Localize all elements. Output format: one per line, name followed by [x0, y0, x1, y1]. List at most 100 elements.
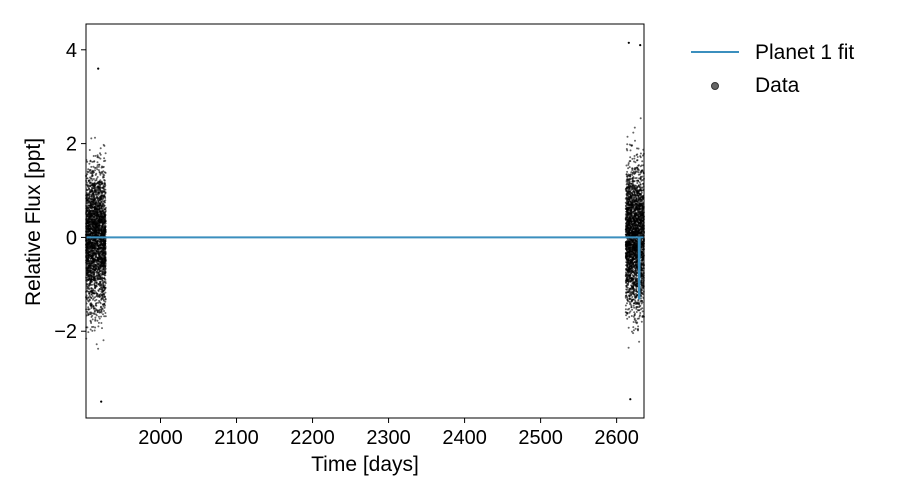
data-point — [92, 260, 95, 263]
data-point — [94, 316, 97, 319]
data-point — [93, 248, 96, 251]
data-point — [100, 310, 103, 313]
data-point — [627, 326, 630, 329]
data-point — [633, 188, 636, 190]
data-point — [89, 328, 92, 331]
data-point — [626, 197, 629, 200]
data-point — [88, 187, 90, 190]
data-point — [640, 175, 642, 178]
data-point — [98, 284, 101, 287]
data-point — [104, 291, 107, 294]
data-point — [641, 186, 644, 189]
data-point — [629, 222, 632, 225]
data-point — [92, 289, 95, 291]
data-point — [628, 178, 631, 181]
data-point — [99, 190, 102, 193]
data-point — [92, 305, 95, 308]
data-point — [102, 298, 105, 301]
data-point — [102, 165, 105, 168]
data-point — [103, 260, 105, 262]
data-point — [95, 193, 97, 196]
data-point — [631, 233, 634, 236]
data-point — [96, 197, 99, 200]
data-point — [88, 284, 91, 287]
data-point — [95, 188, 98, 191]
data-point — [87, 230, 90, 233]
data-point — [89, 311, 91, 314]
data-point — [102, 258, 105, 260]
data-point — [631, 231, 634, 234]
data-point — [94, 299, 96, 302]
data-point — [96, 241, 99, 244]
data-point — [99, 265, 102, 268]
data-point — [631, 157, 634, 160]
data-point — [636, 153, 639, 156]
data-point — [92, 204, 95, 206]
data-point — [87, 241, 90, 244]
data-point — [104, 281, 107, 283]
data-point — [97, 229, 100, 232]
data-point — [100, 298, 103, 301]
data-point — [103, 144, 106, 147]
data-point — [636, 219, 639, 222]
data-point — [634, 177, 637, 180]
data-point — [88, 208, 90, 211]
data-point — [92, 160, 95, 163]
data-point — [633, 196, 636, 199]
data-point — [93, 307, 96, 310]
data-point — [625, 286, 628, 289]
data-point — [89, 160, 92, 163]
data-point — [633, 275, 635, 278]
data-point — [626, 299, 629, 302]
data-point — [632, 131, 635, 134]
data-point — [96, 234, 98, 237]
data-point — [95, 230, 98, 233]
data-point — [103, 218, 105, 221]
data-point — [98, 171, 101, 174]
data-point — [104, 278, 107, 281]
data-point — [97, 321, 100, 324]
data-point — [100, 166, 103, 169]
data-point — [86, 184, 89, 187]
data-point — [98, 287, 101, 290]
data-point — [101, 250, 103, 253]
data-point — [90, 249, 92, 252]
data-point — [93, 309, 96, 312]
data-point — [641, 216, 643, 219]
data-point — [94, 169, 96, 172]
data-point — [91, 318, 94, 321]
data-point — [91, 242, 94, 245]
data-point — [632, 239, 635, 242]
data-point — [93, 259, 96, 262]
data-point — [633, 168, 636, 171]
data-point — [635, 212, 638, 215]
data-point — [632, 290, 635, 293]
data-point — [98, 198, 101, 200]
data-point — [637, 164, 640, 167]
data-point — [92, 273, 94, 276]
data-point — [102, 185, 105, 188]
data-point — [636, 156, 639, 158]
data-point — [629, 184, 632, 187]
data-point — [87, 222, 90, 225]
data-point — [632, 326, 635, 329]
data-point — [625, 264, 628, 267]
data-point — [100, 274, 103, 277]
data-point — [97, 200, 100, 203]
data-point — [91, 314, 94, 317]
data-point — [626, 317, 629, 320]
data-point — [89, 220, 92, 223]
data-point — [639, 173, 641, 176]
data-point — [87, 171, 90, 174]
data-point — [632, 329, 635, 332]
data-point — [92, 210, 95, 213]
data-point — [92, 228, 95, 231]
data-point — [630, 206, 633, 209]
data-point — [633, 228, 636, 231]
data-point — [101, 277, 104, 280]
data-point — [86, 199, 89, 202]
data-point — [640, 171, 642, 174]
data-point — [96, 166, 99, 168]
data-point — [89, 296, 92, 298]
data-point — [636, 305, 638, 308]
